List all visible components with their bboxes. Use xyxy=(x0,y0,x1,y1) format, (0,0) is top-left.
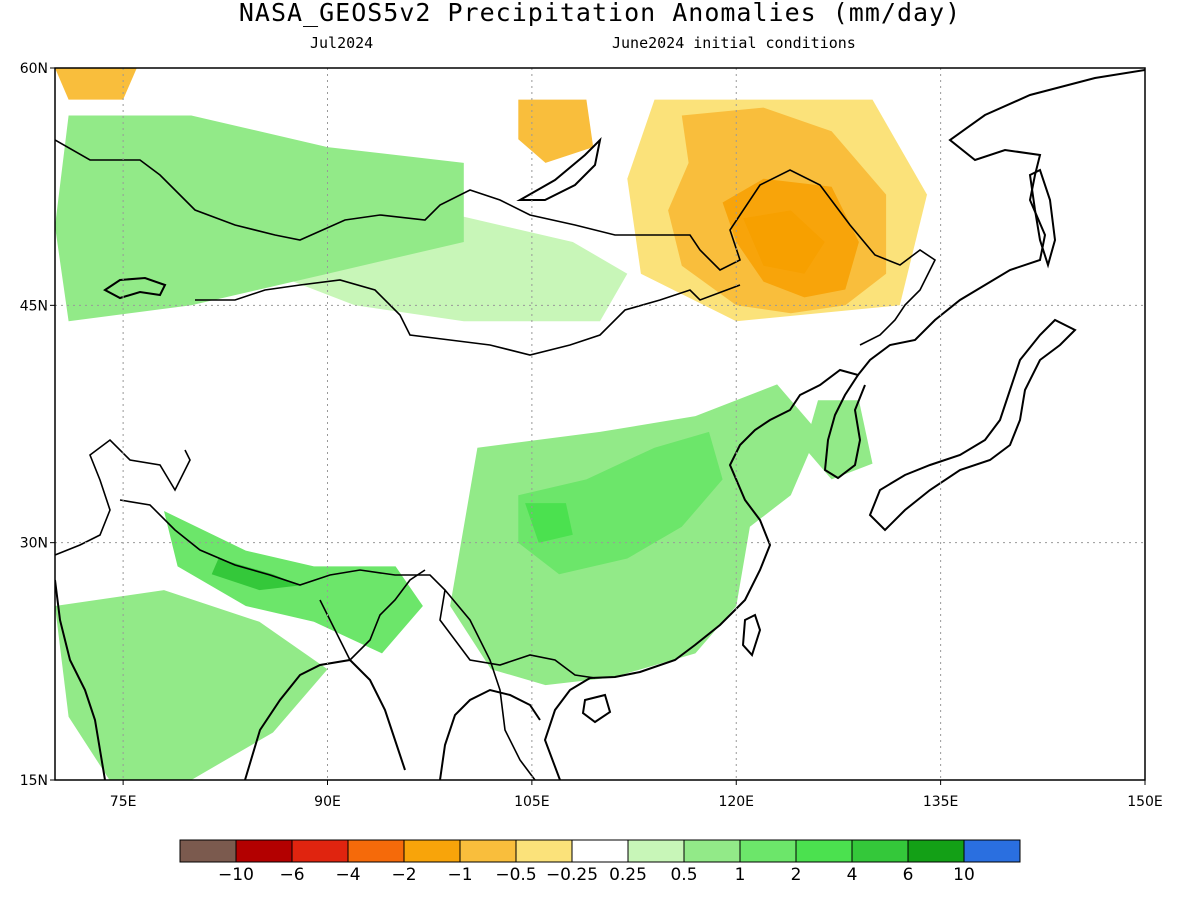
initial-conditions-label: June2024 initial conditions xyxy=(612,34,856,52)
anomaly-region-6 xyxy=(55,115,464,322)
colorbar-label-11: 4 xyxy=(847,865,858,885)
coastline-east-asia xyxy=(543,69,1145,780)
colorbar-label-8: 0.5 xyxy=(670,865,697,885)
lat-tick-label-0: 60N xyxy=(20,61,48,77)
lon-tick-label-1: 90E xyxy=(314,794,341,810)
anomaly-region-10 xyxy=(743,210,825,274)
lat-tick-label-3: 15N xyxy=(20,773,48,789)
lake-baikal xyxy=(516,136,602,201)
colorbar-swatch-3 xyxy=(347,839,405,863)
anomaly-region-3 xyxy=(518,99,594,163)
coastlines xyxy=(55,69,1145,780)
colorbar-label-1: −6 xyxy=(279,865,304,885)
colorbar-swatch-13 xyxy=(907,839,965,863)
lat-tick-label-1: 45N xyxy=(20,298,48,314)
colorbar-label-12: 6 xyxy=(903,865,914,885)
coastline-korea xyxy=(823,374,866,480)
coastline-taiwan xyxy=(741,613,762,657)
coastline-bay-of-bengal xyxy=(244,658,406,780)
lon-tick-label-2: 105E xyxy=(514,794,550,810)
colorbar-swatch-8 xyxy=(627,839,685,863)
anomaly-region-13 xyxy=(525,503,573,543)
colorbar-label-4: −1 xyxy=(447,865,472,885)
border-himalaya xyxy=(119,499,596,679)
anomaly-region-11 xyxy=(518,431,723,575)
map-title: NASA_GEOS5v2 Precipitation Anomalies (mm… xyxy=(238,0,962,27)
country-borders xyxy=(55,139,937,780)
colorbar-swatch-11 xyxy=(795,839,853,863)
lon-tick-label-3: 120E xyxy=(718,794,754,810)
colorbar-label-9: 1 xyxy=(735,865,746,885)
coastline-hainan xyxy=(581,693,612,724)
colorbar-swatch-6 xyxy=(515,839,573,863)
colorbar: −10 −6 −4 −2 −1 −0.5 −0.25 0.25 0.5 1 2 4 6 10 xyxy=(179,839,1021,885)
map-frame xyxy=(54,67,1146,781)
colorbar-label-5: −0.5 xyxy=(495,865,536,885)
colorbar-swatch-14 xyxy=(963,839,1021,863)
colorbar-label-7: 0.25 xyxy=(609,865,647,885)
coastline-japan xyxy=(868,318,1077,532)
lon-tick-label-0: 75E xyxy=(110,794,137,810)
colorbar-label-13: 10 xyxy=(953,865,975,885)
border-south-asia xyxy=(55,438,191,556)
colorbar-swatch-5 xyxy=(459,839,517,863)
forecast-month-label: Jul2024 xyxy=(310,34,374,52)
axis-ticks: 60N 45N 30N 15N 75E 90E 105E 120E 135E 150E xyxy=(20,61,1163,810)
colorbar-label-10: 2 xyxy=(791,865,802,885)
colorbar-swatch-9 xyxy=(683,839,741,863)
border-china-mongolia-russia xyxy=(55,139,937,346)
coastline-indochina xyxy=(439,688,541,780)
colorbar-swatch-1 xyxy=(235,839,293,863)
colorbar-swatch-0 xyxy=(179,839,237,863)
anomaly-regions xyxy=(55,68,927,780)
anomaly-region-14 xyxy=(211,558,301,591)
colorbar-label-0: −10 xyxy=(218,865,254,885)
colorbar-swatch-7 xyxy=(571,839,629,863)
lon-tick-label-5: 150E xyxy=(1127,794,1163,810)
colorbar-label-2: −4 xyxy=(335,865,360,885)
coastline-sakhalin xyxy=(1028,168,1057,269)
colorbar-label-6: −0.25 xyxy=(546,865,598,885)
border-china-west xyxy=(195,279,741,356)
colorbar-label-3: −2 xyxy=(391,865,416,885)
lon-tick-label-4: 135E xyxy=(923,794,959,810)
coastline-india xyxy=(55,579,106,780)
border-bangladesh xyxy=(319,569,426,662)
colorbar-swatch-12 xyxy=(851,839,909,863)
colorbar-swatch-2 xyxy=(291,839,349,863)
colorbar-swatch-10 xyxy=(739,839,797,863)
lat-tick-label-2: 30N xyxy=(20,536,48,552)
anomaly-region-4 xyxy=(55,68,137,100)
colorbar-swatch-4 xyxy=(403,839,461,863)
border-burma-thailand xyxy=(444,589,536,780)
